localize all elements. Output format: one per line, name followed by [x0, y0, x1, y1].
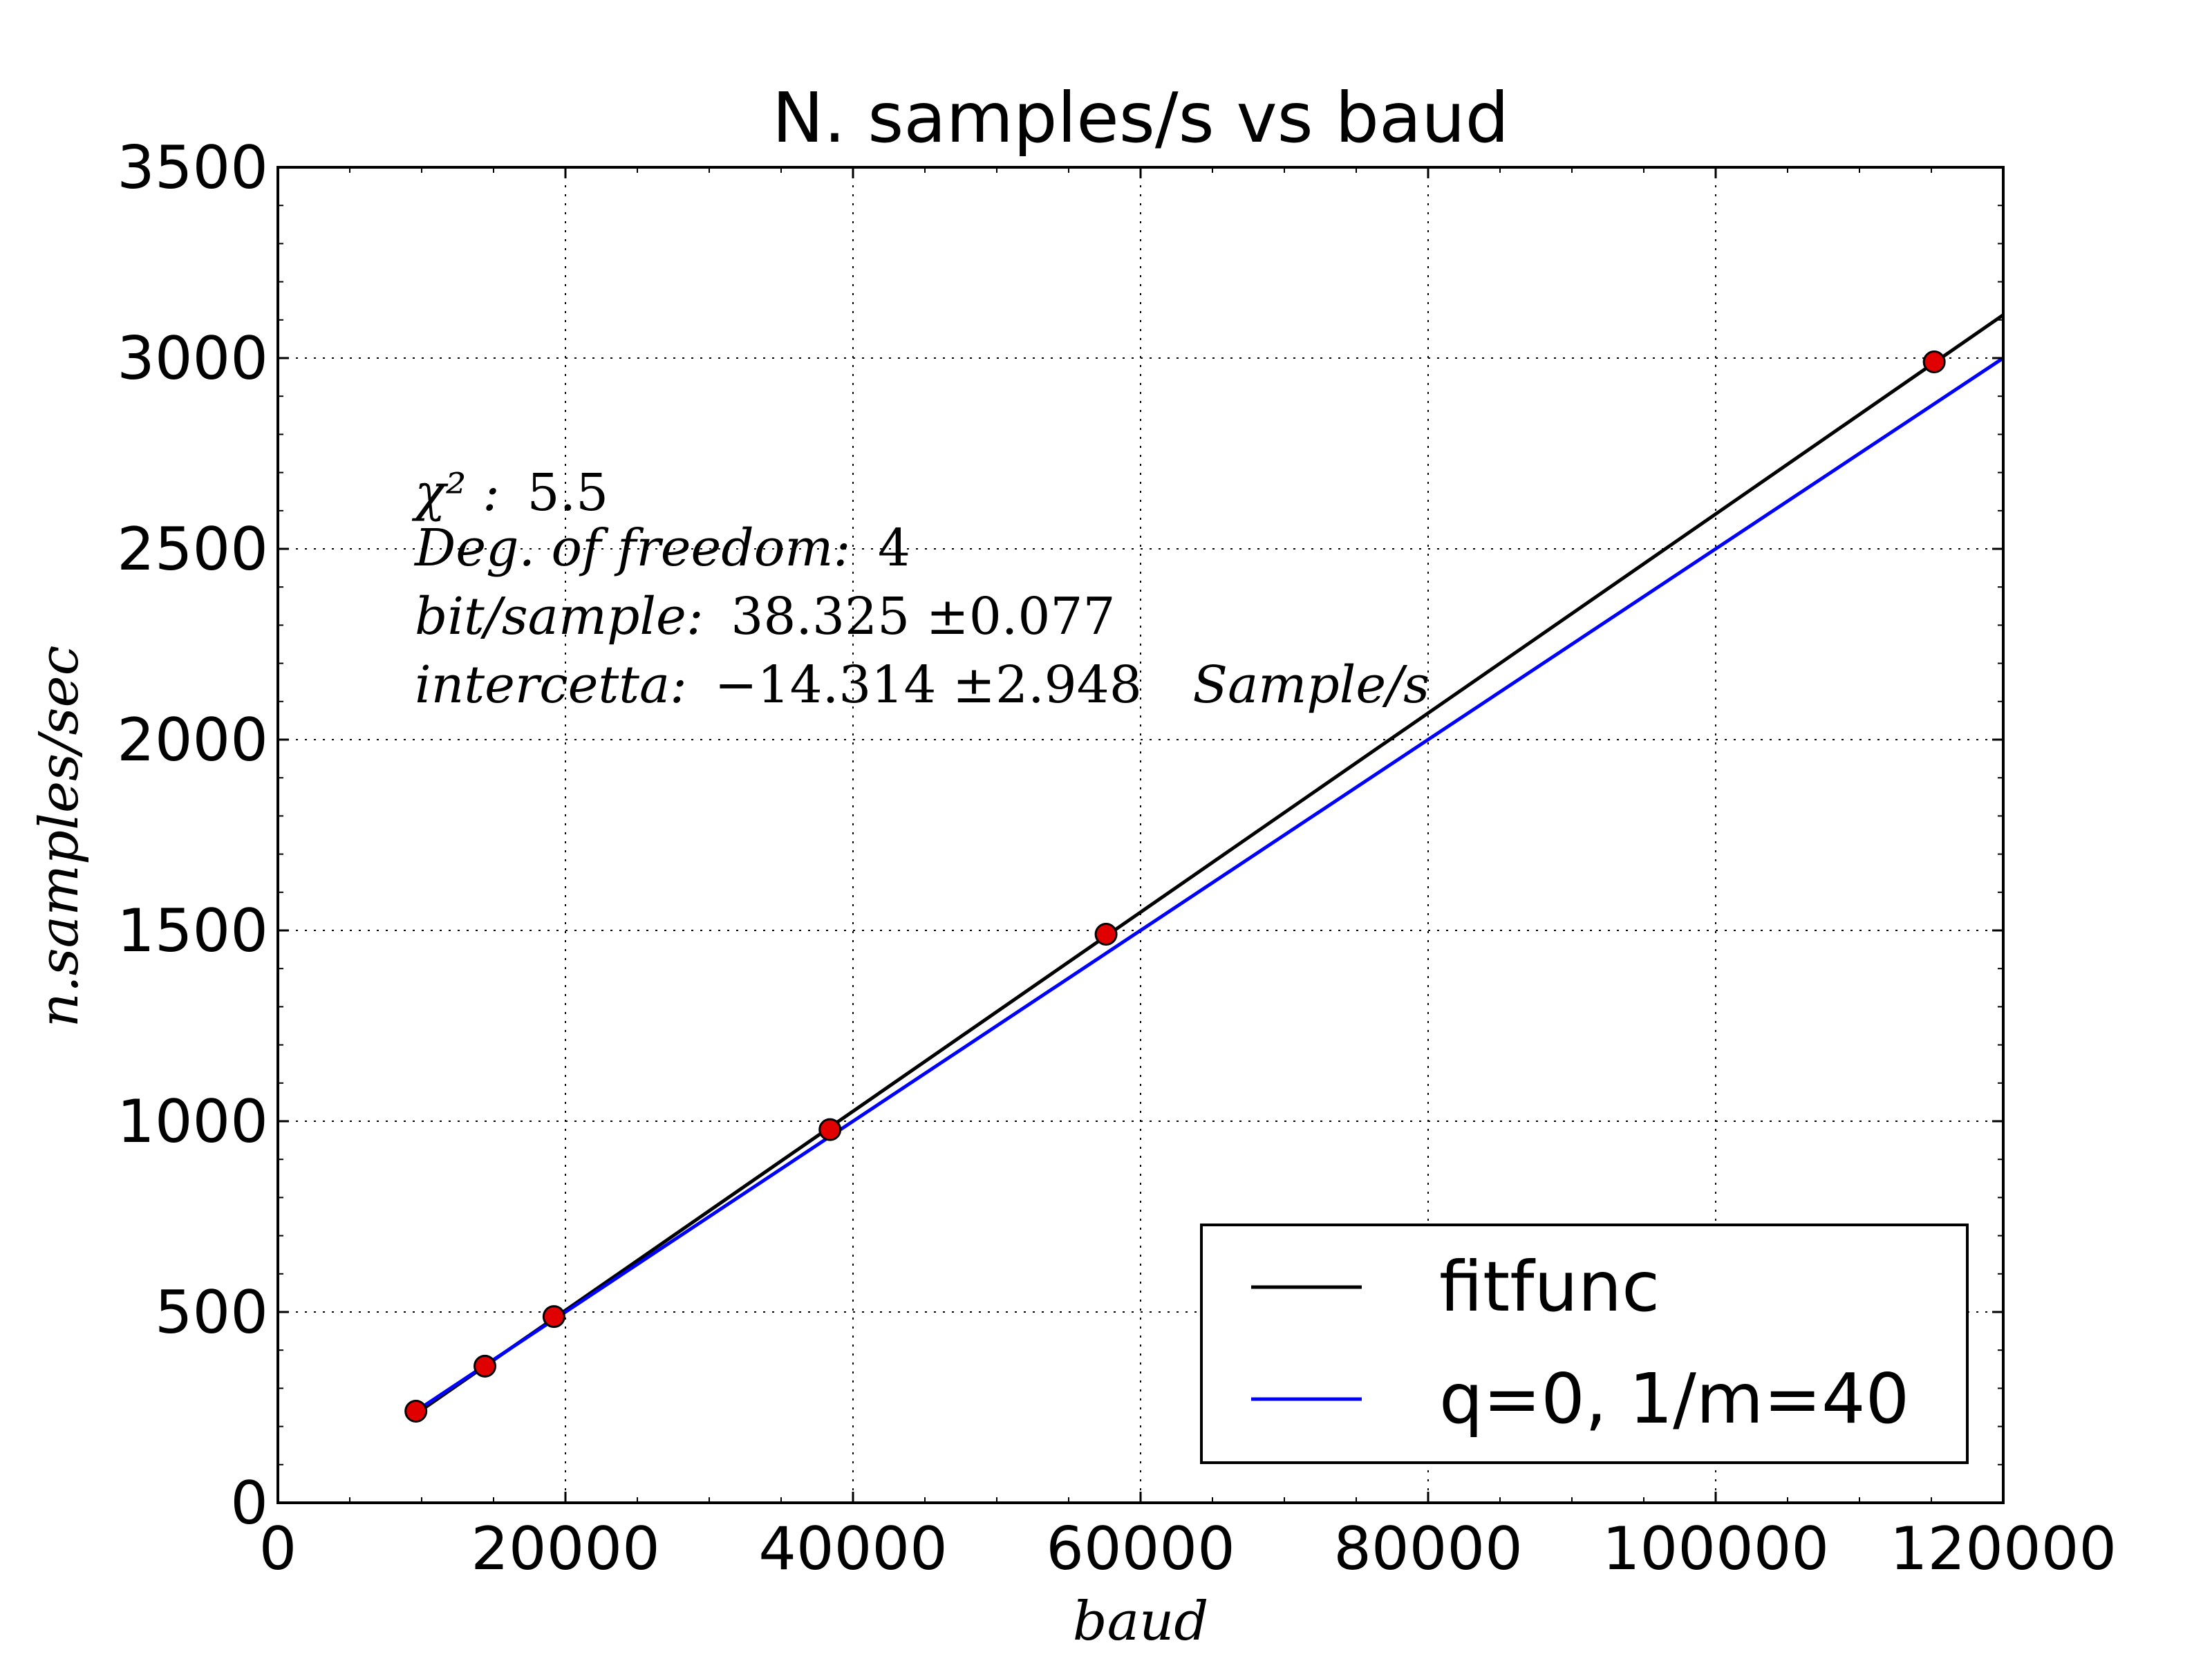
axis-ticks: 0 20000 40000 60000 80000 100000 120000 0 500 100… — [117, 133, 2117, 1584]
x-tick-label: 100000 — [1602, 1515, 1829, 1584]
annotation-dof: Deg. of freedom: 4 — [413, 518, 910, 578]
legend-box — [1200, 1224, 1969, 1464]
annotation-dof-value: 4 — [878, 518, 910, 578]
legend-label-fitfunc: fitfunc — [1439, 1246, 1660, 1327]
legend: fitfunc q=0, 1/m=40 — [1200, 1224, 1969, 1464]
y-tick-label: 3000 — [117, 324, 268, 393]
chart-title: N. samples/s vs baud — [772, 77, 1509, 158]
x-axis-label: baud — [1073, 1591, 1209, 1653]
data-point — [818, 1118, 842, 1141]
x-tick-label: 0 — [259, 1515, 297, 1584]
data-points — [404, 350, 1946, 1423]
series-line-1 — [415, 356, 2005, 1413]
data-point — [1922, 350, 1946, 374]
annotation-chi2-value: 5.5 — [527, 463, 609, 523]
x-tick-label: 20000 — [471, 1515, 660, 1584]
y-axis-label: n.samples/sec — [28, 646, 91, 1028]
annotation-chi2-label: χ² : — [411, 463, 500, 523]
data-point — [1094, 923, 1118, 946]
y-tick-label: 2500 — [117, 515, 268, 584]
x-tick-label: 120000 — [1890, 1515, 2117, 1584]
x-tick-label: 60000 — [1046, 1515, 1235, 1584]
annotation-bit-per-sample: bit/sample: 38.325 ±0.077 — [415, 587, 1116, 646]
annotation-bit-per-sample-value: 38.325 ±0.077 — [731, 587, 1115, 646]
annotation-chi2: χ² : 5.5 — [411, 463, 608, 523]
y-tick-label: 3500 — [117, 133, 268, 203]
series-line-0 — [415, 313, 2005, 1416]
data-point — [474, 1354, 497, 1378]
annotation-bit-per-sample-label: bit/sample: — [415, 587, 704, 646]
y-tick-label: 2000 — [117, 706, 268, 775]
y-tick-label: 500 — [155, 1278, 268, 1347]
fit-annotation: χ² : 5.5 Deg. of freedom: 4 bit/sample: … — [411, 463, 1430, 715]
data-point — [542, 1305, 565, 1329]
x-tick-label: 80000 — [1333, 1515, 1523, 1584]
y-tick-label: 0 — [230, 1469, 268, 1538]
y-tick-label: 1500 — [117, 897, 268, 966]
data-point — [404, 1400, 428, 1423]
y-tick-label: 1000 — [117, 1087, 268, 1156]
annotation-intercept-unit: Sample/s — [1192, 655, 1430, 715]
annotation-dof-label: Deg. of freedom: — [413, 518, 850, 578]
annotation-intercept: intercetta: −14.314 ±2.948 Sample/s — [415, 655, 1430, 715]
x-tick-label: 40000 — [758, 1515, 948, 1584]
series-layer — [415, 313, 2005, 1416]
annotation-intercept-value: −14.314 ±2.948 — [715, 655, 1142, 715]
annotation-intercept-label: intercetta: — [415, 655, 687, 715]
legend-label-model: q=0, 1/m=40 — [1439, 1358, 1909, 1439]
